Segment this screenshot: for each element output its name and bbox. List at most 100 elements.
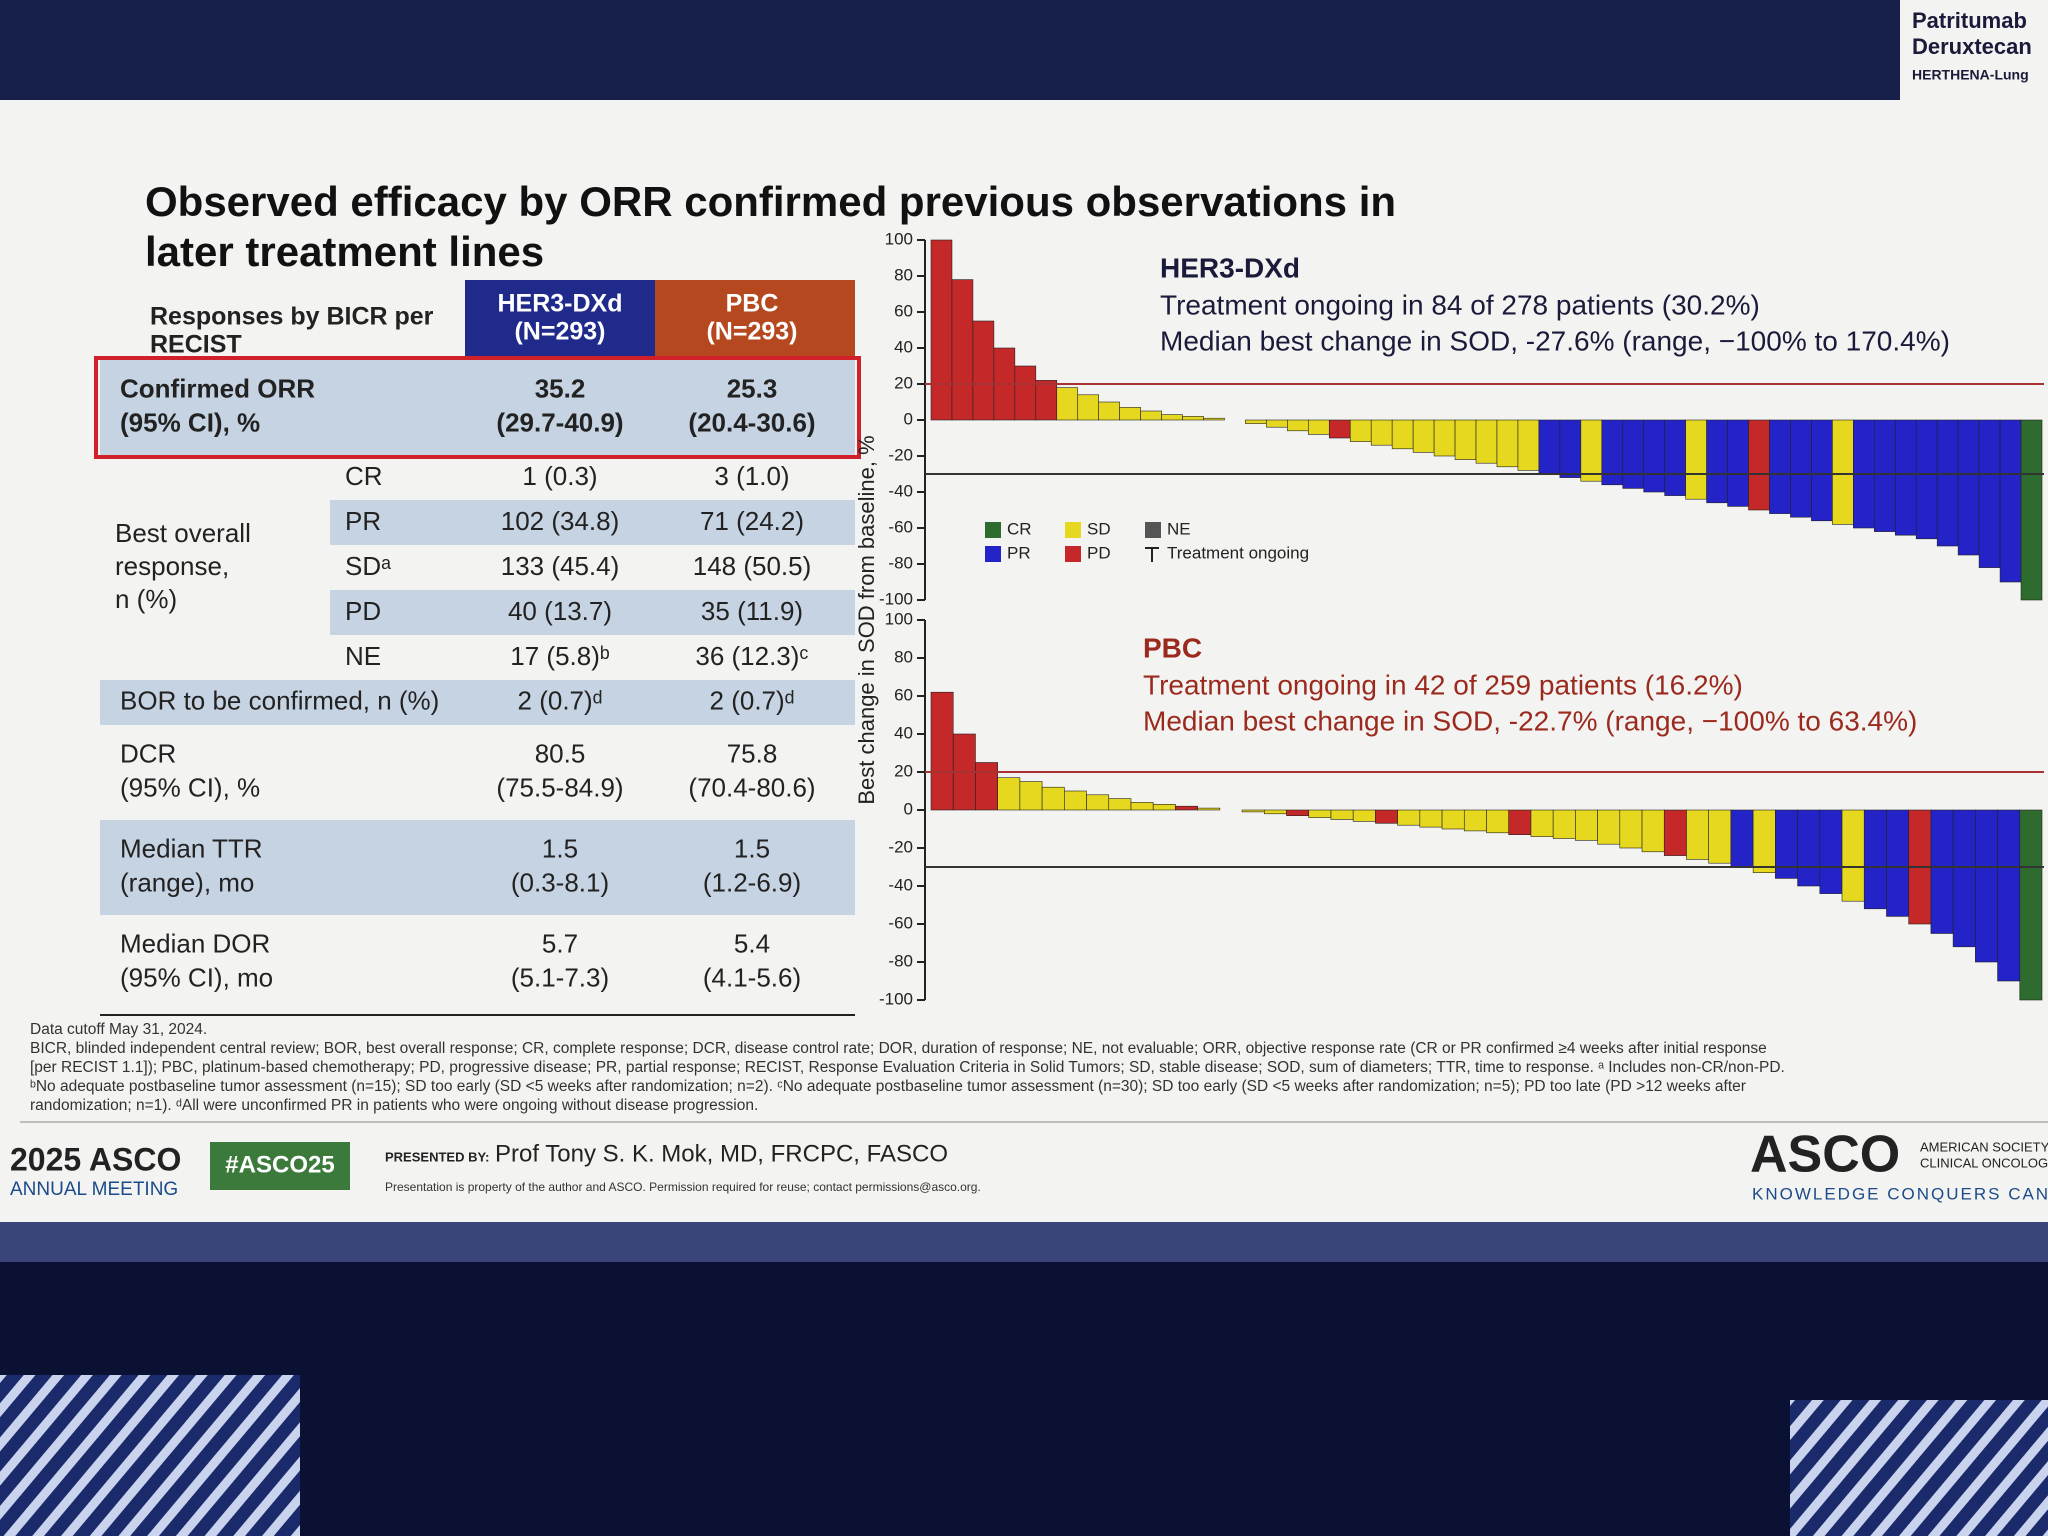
bar	[1894, 419, 1917, 536]
group-label: n (%)	[115, 584, 177, 614]
bar	[1119, 407, 1141, 421]
bar	[1575, 809, 1598, 841]
bar	[1936, 419, 1959, 547]
bar	[1752, 809, 1776, 874]
table-header-label: RECIST	[150, 331, 242, 359]
presented-by-label: PRESENTED BY:	[385, 1149, 490, 1164]
bar	[1287, 419, 1309, 432]
row-cell: 133 (45.4)	[501, 551, 620, 581]
row-shade	[100, 680, 855, 725]
bar	[1197, 807, 1221, 811]
chart-annotation: Median best change in SOD, -27.6% (range…	[1160, 325, 1950, 356]
y-tick-label: 0	[904, 409, 913, 428]
highlight-box	[94, 356, 861, 459]
y-tick-label: -40	[888, 481, 913, 500]
slide	[0, 100, 2048, 1222]
bar	[1580, 419, 1603, 482]
group-label: response,	[115, 551, 229, 581]
row-cell: 40 (13.7)	[508, 596, 612, 626]
brand: Deruxtecan	[1912, 34, 2032, 59]
row-label: Median TTR	[120, 833, 263, 863]
presenter: Prof Tony S. K. Mok, MD, FRCPC, FASCO	[495, 1140, 948, 1167]
bar	[1797, 809, 1821, 887]
chart-annotation: Median best change in SOD, -22.7% (range…	[1143, 705, 1917, 736]
bar	[1730, 809, 1754, 868]
footnote: Data cutoff May 31, 2024.	[30, 1021, 207, 1038]
row-label: CR	[345, 461, 383, 491]
brand: HERTHENA-Lung	[1912, 67, 2029, 83]
bar	[1397, 809, 1421, 826]
row-label: BOR to be confirmed, n (%)	[120, 685, 439, 715]
bar	[1811, 419, 1833, 522]
row-cell: (20.4-30.6)	[688, 407, 815, 437]
bar	[1352, 809, 1376, 822]
row-cell: 75.8	[727, 738, 778, 768]
bar	[1975, 809, 1998, 963]
bar	[1874, 419, 1896, 532]
row-cell: 17 (5.8)ᵇ	[510, 641, 610, 671]
bar	[1475, 419, 1498, 464]
y-tick-label: 40	[894, 337, 913, 356]
row-cell: 2 (0.7)ᵈ	[518, 685, 603, 715]
y-tick-label: 80	[894, 647, 913, 666]
y-tick-label: -100	[879, 589, 913, 608]
row-label: SDᵃ	[345, 551, 391, 581]
bar	[1832, 419, 1854, 525]
bar	[1663, 809, 1687, 856]
bar	[1433, 419, 1456, 457]
bar	[1775, 809, 1798, 879]
stage-stripes	[0, 1375, 300, 1536]
bar	[1952, 809, 1976, 948]
bar	[2019, 809, 2043, 1001]
screen-edge	[0, 1222, 2048, 1262]
tagline: KNOWLEDGE CONQUERS CANCER	[1752, 1184, 2048, 1203]
bar	[1463, 809, 1487, 832]
bar	[1559, 419, 1582, 478]
row-cell: 35.2	[535, 373, 586, 403]
society-name: AMERICAN SOCIETY OF	[1920, 1139, 2048, 1154]
y-tick-label: -60	[888, 913, 913, 932]
row-cell: 1.5	[734, 833, 770, 863]
legend-swatch	[1065, 546, 1081, 562]
row-cell: 2 (0.7)ᵈ	[710, 685, 795, 715]
bar	[1182, 416, 1204, 421]
chart-annotation: Treatment ongoing in 42 of 259 patients …	[1143, 669, 1743, 700]
bar	[1245, 419, 1267, 424]
y-tick-label: 40	[894, 723, 913, 742]
bar	[1419, 809, 1443, 828]
bar	[1686, 809, 1709, 860]
legend-swatch	[1145, 522, 1161, 538]
meeting-sub: ANNUAL MEETING	[10, 1179, 178, 1200]
meeting-name: 2025 ASCO	[10, 1141, 181, 1177]
brand: Patritumab	[1912, 8, 2027, 33]
table-header-arm: (N=293)	[706, 318, 797, 346]
stage	[0, 1260, 2048, 1536]
legend-label: Treatment ongoing	[1167, 543, 1309, 562]
bar	[1727, 419, 1749, 507]
bar	[975, 762, 998, 811]
bar	[1441, 809, 1465, 830]
bar	[1370, 419, 1393, 446]
bar	[1769, 419, 1791, 514]
bar	[1286, 809, 1310, 816]
bar	[1108, 798, 1132, 811]
bar	[1841, 809, 1865, 902]
bar	[1999, 419, 2022, 583]
chart-title: HER3-DXd	[1160, 252, 1300, 283]
bar	[1863, 809, 1887, 910]
row-cell: 102 (34.8)	[501, 506, 620, 536]
table-header-arm: HER3-DXd	[497, 290, 622, 318]
row-cell: (70.4-80.6)	[688, 772, 815, 802]
legend-ongoing-mark	[1145, 547, 1159, 562]
bar	[997, 777, 1021, 811]
bar	[1140, 410, 1162, 421]
y-tick-label: 0	[904, 799, 913, 818]
bar	[1978, 419, 2001, 568]
bar	[1508, 809, 1532, 836]
bar	[951, 279, 974, 421]
bar	[1035, 380, 1058, 421]
row-label: PD	[345, 596, 381, 626]
row-cell: (0.3-8.1)	[511, 867, 609, 897]
chart-annotation: Treatment ongoing in 84 of 278 patients …	[1160, 289, 1760, 320]
bar	[1685, 419, 1707, 500]
